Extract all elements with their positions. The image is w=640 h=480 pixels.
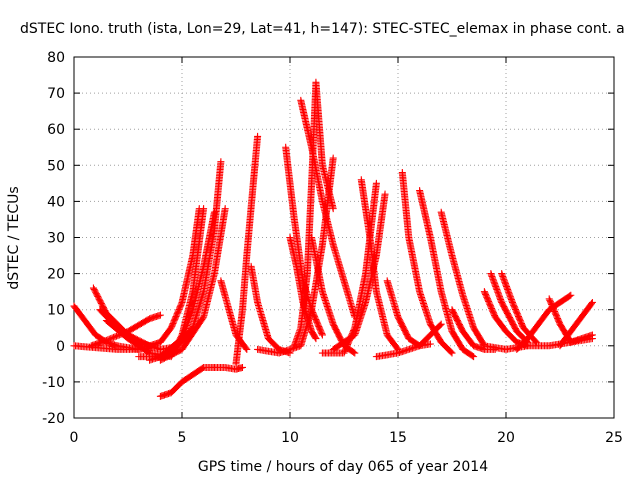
- y-tick-label: -10: [42, 375, 65, 391]
- data-series-17: [286, 234, 320, 343]
- y-tick-label: -20: [42, 411, 65, 427]
- x-tick-label: 25: [605, 430, 623, 446]
- data-series-13: [232, 132, 262, 368]
- data-series-28: [437, 208, 510, 353]
- x-tick-label: 0: [70, 430, 79, 446]
- y-tick-label: 70: [47, 86, 65, 102]
- y-tick-label: 80: [47, 50, 65, 66]
- data-series-26: [398, 169, 456, 357]
- x-tick-label: 20: [497, 430, 515, 446]
- x-tick-label: 5: [178, 430, 187, 446]
- data-series-23: [357, 176, 402, 353]
- data-series: [70, 78, 596, 400]
- data-series-11: [210, 363, 246, 373]
- data-series-19: [297, 96, 359, 321]
- chart-title: dSTEC Iono. truth (ista, Lon=29, Lat=41,…: [20, 21, 625, 37]
- data-series-29: [448, 306, 499, 353]
- axes: [73, 56, 615, 419]
- data-series-16: [282, 143, 326, 339]
- y-tick-label: 0: [56, 339, 65, 355]
- x-axis-label: GPS time / hours of day 065 of year 2014: [198, 459, 488, 475]
- y-tick-label: 50: [47, 158, 65, 174]
- data-series-27: [416, 187, 478, 361]
- data-series-8: [146, 158, 225, 364]
- data-series-37: [567, 331, 596, 346]
- data-series-31: [487, 270, 532, 346]
- data-series-18: [290, 78, 337, 350]
- grid-lines: [74, 57, 614, 418]
- data-series-36: [556, 298, 596, 350]
- y-tick-label: 10: [47, 303, 65, 319]
- data-series-10: [156, 363, 218, 400]
- tick-labels: 0 5 10 15 20 25 -20 -10 0 10 20 30 40 50 60 70 80: [42, 50, 623, 446]
- y-tick-label: 40: [47, 194, 65, 210]
- x-tick-label: 10: [281, 430, 299, 446]
- y-tick-label: 20: [47, 267, 65, 283]
- data-series-9: [156, 205, 229, 364]
- x-tick-label: 15: [389, 430, 407, 446]
- y-tick-label: 30: [47, 231, 65, 247]
- y-tick-label: 60: [47, 122, 65, 138]
- y-axis-label: dSTEC / TECUs: [6, 186, 22, 289]
